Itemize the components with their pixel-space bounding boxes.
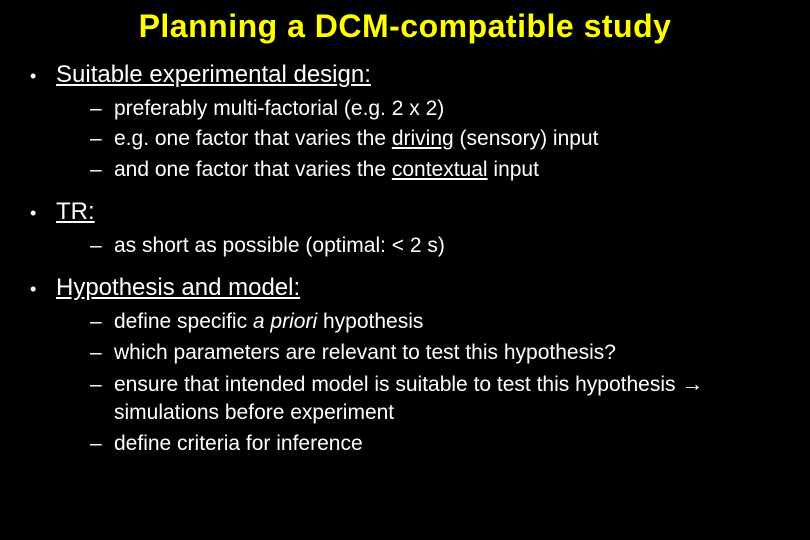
list-item: – preferably multi-factorial (e.g. 2 x 2… (28, 95, 782, 123)
bullet-icon: • (28, 203, 56, 224)
dash-icon: – (90, 95, 114, 123)
underline-text: driving (392, 127, 454, 150)
list-item: – as short as possible (optimal: < 2 s) (28, 232, 782, 260)
list-item: – and one factor that varies the context… (28, 156, 782, 184)
bullet-icon: • (28, 66, 56, 87)
item-text: which parameters are relevant to test th… (114, 339, 782, 367)
slide-title: Planning a DCM-compatible study (28, 8, 782, 45)
dash-icon: – (90, 308, 114, 336)
section-hypothesis: • Hypothesis and model: – define specifi… (28, 274, 782, 458)
list-item: – which parameters are relevant to test … (28, 339, 782, 367)
heading-design: • Suitable experimental design: (28, 61, 782, 89)
dash-icon: – (90, 232, 114, 260)
list-item: – ensure that intended model is suitable… (28, 369, 782, 428)
section-design: • Suitable experimental design: – prefer… (28, 61, 782, 184)
underline-text: contextual (392, 158, 488, 181)
arrow-icon: → (681, 371, 703, 396)
section-tr: • TR: – as short as possible (optimal: <… (28, 198, 782, 260)
italic-text: a priori (253, 310, 317, 333)
item-text: and one factor that varies the contextua… (114, 156, 782, 184)
item-text: ensure that intended model is suitable t… (114, 369, 782, 428)
dash-icon: – (90, 339, 114, 367)
heading-text: Suitable experimental design: (56, 61, 371, 89)
heading-hypothesis: • Hypothesis and model: (28, 274, 782, 302)
list-item: – define criteria for inference (28, 430, 782, 458)
item-text: define specific a priori hypothesis (114, 308, 782, 336)
item-text: define criteria for inference (114, 430, 782, 458)
dash-icon: – (90, 125, 114, 153)
dash-icon: – (90, 430, 114, 458)
heading-tr: • TR: (28, 198, 782, 226)
item-text: as short as possible (optimal: < 2 s) (114, 232, 782, 260)
heading-text: TR: (56, 198, 95, 226)
dash-icon: – (90, 156, 114, 184)
bullet-icon: • (28, 279, 56, 300)
item-text: e.g. one factor that varies the driving … (114, 125, 782, 153)
list-item: – e.g. one factor that varies the drivin… (28, 125, 782, 153)
list-item: – define specific a priori hypothesis (28, 308, 782, 336)
dash-icon: – (90, 371, 114, 399)
item-text: preferably multi-factorial (e.g. 2 x 2) (114, 95, 782, 123)
heading-text: Hypothesis and model: (56, 274, 300, 302)
